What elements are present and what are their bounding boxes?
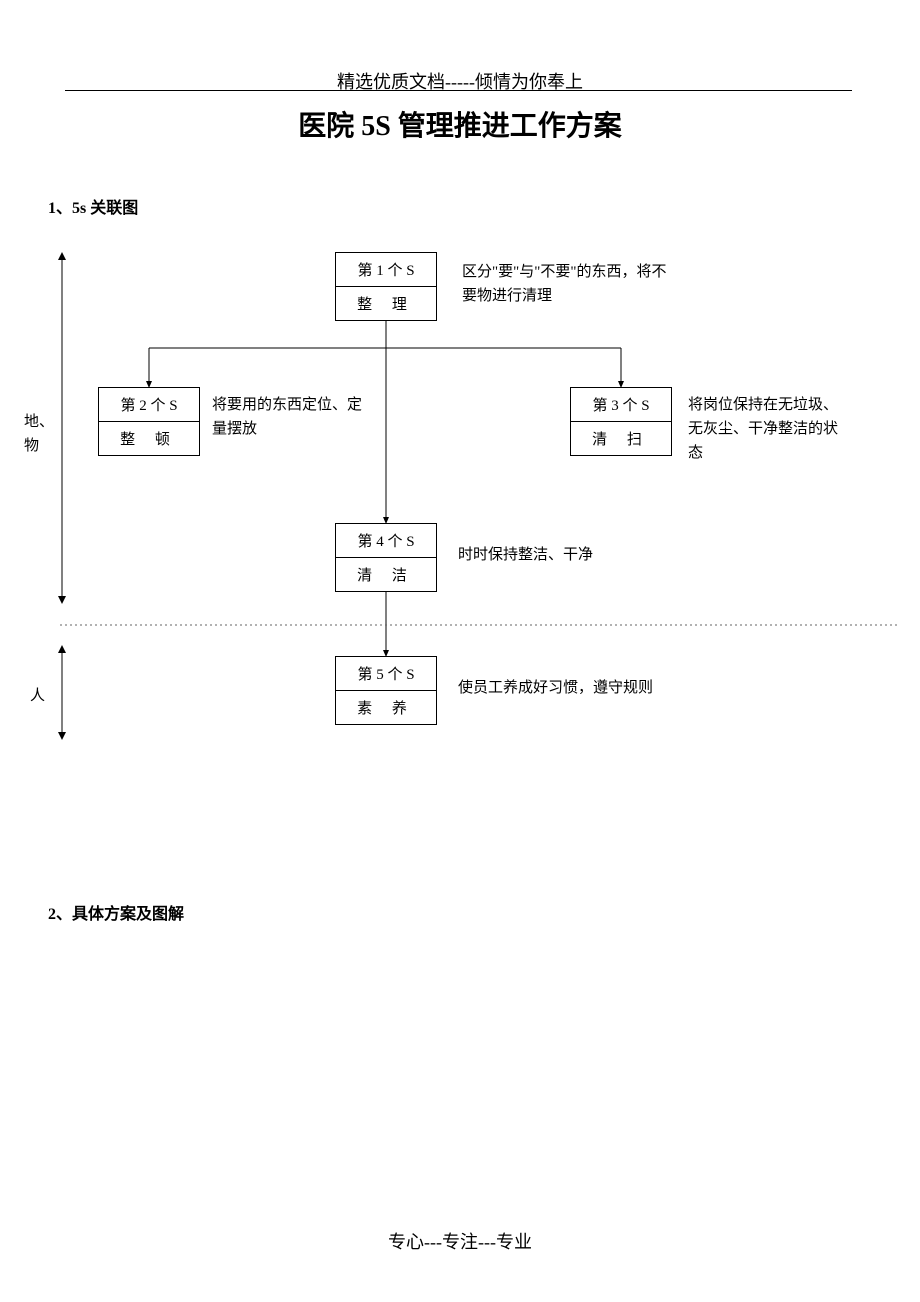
node-n1-bottom-label: 整 理 — [336, 287, 436, 320]
section2-label: 2、具体方案及图解 — [48, 900, 184, 924]
node-n2-desc: 将要用的东西定位、定量摆放 — [212, 393, 372, 441]
cat1-line1: 地、 — [24, 414, 54, 430]
node-n5-desc: 使员工养成好习惯，遵守规则 — [458, 676, 708, 700]
section2-number: 2、 — [48, 906, 72, 923]
category-label-2: 人 — [30, 684, 45, 708]
node-n4-bottom-label: 清 洁 — [336, 558, 436, 591]
cat2-line1: 人 — [30, 688, 45, 704]
node-n5: 第 5 个 S素 养 — [335, 656, 437, 725]
node-n4: 第 4 个 S清 洁 — [335, 523, 437, 592]
node-n4-top-label: 第 4 个 S — [336, 524, 436, 558]
node-n1-top-label: 第 1 个 S — [336, 253, 436, 287]
node-n3: 第 3 个 S清 扫 — [570, 387, 672, 456]
node-n2-bottom-label: 整 顿 — [99, 422, 199, 455]
node-n1: 第 1 个 S整 理 — [335, 252, 437, 321]
node-n5-bottom-label: 素 养 — [336, 691, 436, 724]
node-n3-desc: 将岗位保持在无垃圾、无灰尘、干净整洁的状态 — [688, 393, 848, 465]
node-n5-top-label: 第 5 个 S — [336, 657, 436, 691]
node-n1-desc: 区分"要"与"不要"的东西，将不要物进行清理 — [462, 260, 672, 308]
section2-text: 具体方案及图解 — [72, 906, 184, 923]
cat1-line2: 物 — [24, 438, 39, 454]
node-n3-top-label: 第 3 个 S — [571, 388, 671, 422]
node-n2: 第 2 个 S整 顿 — [98, 387, 200, 456]
node-n2-top-label: 第 2 个 S — [99, 388, 199, 422]
category-label-1: 地、物 — [24, 410, 54, 458]
footer-text: 专心---专注---专业 — [388, 1228, 532, 1254]
node-n4-desc: 时时保持整洁、干净 — [458, 543, 658, 567]
node-n3-bottom-label: 清 扫 — [571, 422, 671, 455]
